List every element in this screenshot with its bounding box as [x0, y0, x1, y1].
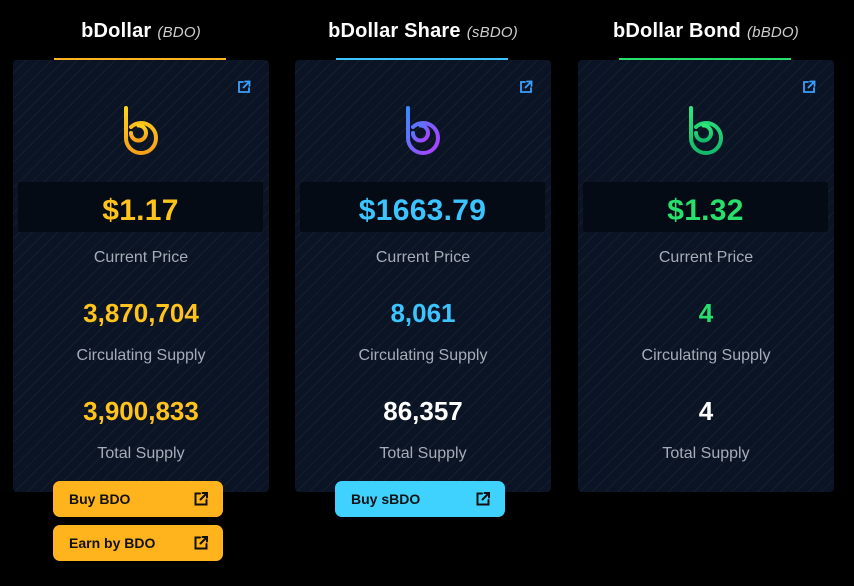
earn-by-bdo-button[interactable]: Earn by BDO [53, 525, 223, 561]
token-header: bDollar Bond (bBDO) [578, 0, 834, 62]
token-header: bDollar Share (sBDO) [295, 0, 551, 62]
token-title: bDollar Bond (bBDO) [578, 20, 834, 43]
token-column-bbdo: bDollar Bond (bBDO) $1.32 Current Price 4… [578, 0, 834, 492]
external-link-icon [476, 492, 490, 506]
token-symbol: (sBDO) [466, 24, 518, 41]
circulating-supply-label: Circulating Supply [641, 347, 771, 364]
token-title: bDollar Share (sBDO) [295, 20, 551, 43]
price-panel: $1.17 [18, 182, 263, 232]
token-card: $1.17 Current Price 3,870,704 Circulatin… [13, 60, 269, 492]
external-link-icon [194, 492, 208, 506]
total-supply-value: 3,900,833 [83, 396, 199, 426]
total-supply-label: Total Supply [662, 445, 750, 462]
bdollar-bond-logo-icon [689, 106, 723, 155]
circulating-supply-value: 3,870,704 [83, 298, 199, 328]
circulating-supply-value: 4 [698, 298, 714, 328]
token-card: $1663.79 Current Price 8,061 Circulating… [295, 60, 551, 492]
total-supply-label: Total Supply [379, 445, 467, 462]
token-card: $1.32 Current Price 4 Circulating Supply… [578, 60, 834, 492]
price-value: $1.17 [102, 194, 179, 227]
token-column-sbdo: bDollar Share (sBDO) $1663.79 Current Pri… [295, 0, 551, 517]
total-supply-label: Total Supply [97, 445, 185, 462]
bdollar-logo-icon [124, 106, 158, 155]
token-header: bDollar (BDO) [13, 0, 269, 62]
button-label: Buy sBDO [351, 491, 421, 507]
circulating-supply-label: Circulating Supply [358, 347, 488, 364]
price-label: Current Price [658, 249, 754, 266]
total-supply-value: 4 [698, 396, 714, 426]
price-value: $1.32 [667, 194, 744, 227]
total-supply-value: 86,357 [383, 396, 463, 426]
token-title: bDollar (BDO) [13, 20, 269, 43]
token-name: bDollar [81, 20, 152, 42]
price-label: Current Price [375, 249, 471, 266]
bdollar-share-logo-icon [406, 106, 440, 155]
button-label: Buy BDO [69, 491, 131, 507]
token-name: bDollar Bond [613, 20, 741, 42]
circulating-supply-label: Circulating Supply [76, 347, 206, 364]
price-panel: $1663.79 [300, 182, 545, 232]
external-link-icon[interactable] [802, 80, 816, 94]
circulating-supply-value: 8,061 [390, 298, 456, 328]
external-link-icon[interactable] [237, 80, 251, 94]
external-link-icon[interactable] [519, 80, 533, 94]
external-link-icon [194, 536, 208, 550]
buy-sbdo-button[interactable]: Buy sBDO [335, 481, 505, 517]
button-label: Earn by BDO [69, 535, 156, 551]
buy-bdo-button[interactable]: Buy BDO [53, 481, 223, 517]
token-name: bDollar Share [328, 20, 461, 42]
price-panel: $1.32 [583, 182, 828, 232]
token-symbol: (bBDO) [746, 24, 799, 41]
token-symbol: (BDO) [157, 24, 201, 41]
price-label: Current Price [93, 249, 189, 266]
token-column-bdo: bDollar (BDO) $1.17 Current Price 3,870,7… [13, 0, 269, 561]
price-value: $1663.79 [358, 194, 487, 227]
